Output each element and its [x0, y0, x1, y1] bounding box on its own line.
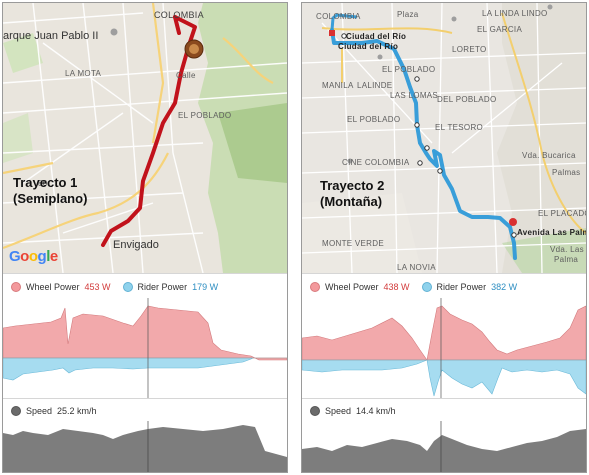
chart-divider [302, 398, 586, 399]
speed-value: 25.2 km/h [57, 406, 97, 416]
speed-chart-2[interactable] [302, 421, 586, 472]
speed-chart-2-svg [302, 421, 586, 472]
route-title-2-line2: (Montaña) [320, 194, 383, 209]
map-label-monte-verde: MONTE VERDE [322, 239, 384, 248]
map-label-lindo: LA LINDA LINDO [482, 9, 548, 18]
power-chart-2[interactable] [302, 298, 586, 398]
wheel-power-label: Wheel Power [26, 282, 80, 292]
map-label-el-poblado: EL POBLADO [382, 65, 436, 74]
wheel-power-value: 438 W [383, 282, 410, 292]
google-letter: G [9, 248, 21, 265]
map-label-lalinde: LALINDE [357, 81, 393, 90]
power-legend-1: Wheel Power 453 W Rider Power 179 W [11, 280, 228, 294]
map-label-colombia: COLOMBIA [316, 12, 361, 21]
map-label-del-poblado: DEL POBLADO [437, 95, 497, 104]
map-label-calle: Calle [176, 71, 196, 80]
map-label-la-mota: LA MOTA [65, 69, 102, 78]
wheel-power-value: 453 W [84, 282, 111, 292]
map-label-el-placado: EL PLACADO [538, 209, 586, 218]
map-label-plaza: Plaza [397, 10, 419, 19]
chart-divider [3, 398, 287, 399]
route-title-1-line2: (Semiplano) [13, 191, 88, 206]
map-label-envigado: Envigado [113, 239, 159, 251]
speed-legend-2: Speed 14.4 km/h [310, 404, 406, 418]
map-label-avenida-las-palmas: Avenida Las Palmas [517, 228, 586, 237]
trip-panel-1: COLOMBIA arque Juan Pablo II LA MOTA EL … [2, 2, 288, 473]
speed-value: 14.4 km/h [356, 406, 396, 416]
route-title-2-line1: Trayecto 2 [320, 178, 385, 193]
map-label-el-garcia: EL GARCIA [477, 25, 523, 34]
map-label-colombia: COLOMBIA [154, 10, 204, 20]
map-view-2[interactable]: COLOMBIA Plaza Ciudad del Río Ciudad del… [302, 3, 586, 273]
map-divider [3, 273, 287, 274]
google-letter: o [20, 248, 29, 265]
route-title-1-line1: Trayecto 1 [13, 175, 78, 190]
google-letter: e [49, 248, 58, 265]
map-label-la-novia: LA NOVIA [397, 263, 436, 272]
rider-power-swatch [122, 282, 133, 292]
map-label-el-tesoro: EL TESORO [435, 123, 484, 132]
speed-chart-1[interactable] [3, 421, 287, 472]
route-title-1: Trayecto 1 (Semiplano) [13, 175, 87, 207]
rider-power-label: Rider Power [137, 282, 188, 292]
map-base-2 [302, 3, 586, 273]
map-label-road-number: 80 [38, 179, 48, 188]
map-base-1 [3, 3, 287, 273]
speed-chart-1-svg [3, 421, 287, 472]
google-letter: o [28, 248, 38, 265]
power-legend-2: Wheel Power 438 W Rider Power 382 W [310, 280, 527, 294]
map-label-palmas: Palmas [552, 168, 581, 177]
google-letter: l [46, 248, 50, 265]
map-label-vda-las: Vda. Las [550, 245, 584, 254]
map-label-parque: arque Juan Pablo II [3, 30, 99, 42]
map-label-las-lomas: LAS LOMAS [390, 91, 439, 100]
map-label-vda-bucarica: Vda. Bucarica [522, 151, 576, 160]
trip-panel-2: COLOMBIA Plaza Ciudad del Río Ciudad del… [301, 2, 587, 473]
wheel-power-swatch [310, 282, 320, 292]
google-letter: g [37, 248, 47, 265]
speed-swatch [11, 406, 21, 416]
speed-label: Speed [26, 406, 53, 416]
wheel-power-label: Wheel Power [325, 282, 379, 292]
map-label-palma: Palma [554, 255, 579, 264]
route-title-2: Trayecto 2 (Montaña) [320, 178, 384, 210]
map-label-manila: MANILA [322, 81, 354, 90]
map-label-ciudad-del-rio-a: Ciudad del Río [346, 32, 407, 41]
power-chart-1[interactable] [3, 298, 287, 398]
google-logo: Google [9, 248, 58, 265]
rider-power-swatch [421, 282, 432, 292]
rider-power-value: 382 W [491, 282, 518, 292]
map-label-ciudad-del-rio-b: Ciudad del Río [338, 42, 399, 51]
speed-label: Speed [325, 406, 352, 416]
map-label-el-poblado: EL POBLADO [178, 111, 232, 120]
power-chart-2-svg [302, 298, 586, 398]
map-label-loreto: LORETO [452, 45, 487, 54]
map-label-cine-colombia: CINE COLOMBIA [342, 158, 410, 167]
map-view-1[interactable]: COLOMBIA arque Juan Pablo II LA MOTA EL … [3, 3, 287, 273]
wheel-power-swatch [11, 282, 21, 292]
power-chart-1-svg [3, 298, 287, 398]
rider-power-label: Rider Power [436, 282, 487, 292]
speed-swatch [310, 406, 320, 416]
rider-power-value: 179 W [192, 282, 219, 292]
map-label-el-poblado-2: EL POBLADO [347, 115, 401, 124]
map-divider [302, 273, 586, 274]
speed-legend-1: Speed 25.2 km/h [11, 404, 107, 418]
